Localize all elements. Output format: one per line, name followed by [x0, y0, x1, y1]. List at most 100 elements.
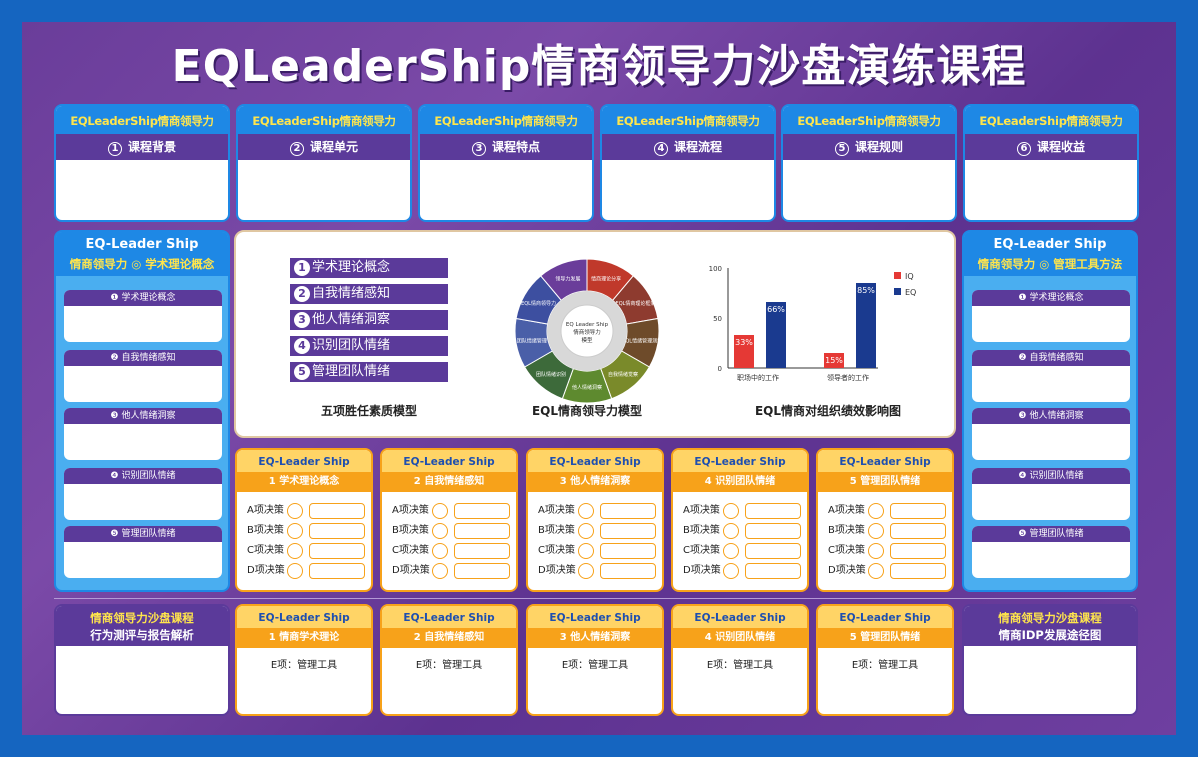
decision-input-box[interactable] [454, 523, 510, 539]
competency-label: 管理团队情绪 [312, 364, 391, 379]
divider [54, 598, 1136, 599]
decision-input-box[interactable] [890, 543, 946, 559]
wheel-center-line3: 模型 [581, 336, 593, 344]
decision-input-box[interactable] [309, 523, 365, 539]
decision-card-brand: EQ-Leader Ship [528, 450, 662, 472]
decision-row-label: B项决策 [392, 525, 429, 536]
decision-circle[interactable] [723, 503, 739, 519]
decision-circle[interactable] [432, 563, 448, 579]
decision-circle[interactable] [723, 563, 739, 579]
decision-input-box[interactable] [745, 523, 801, 539]
decision-card-number: 1 [268, 476, 276, 487]
decision-row-label: C项决策 [392, 545, 429, 556]
tool-card-label: 识别团队情绪 [715, 632, 776, 643]
decision-row-label: C项决策 [538, 545, 575, 556]
decision-card-brand: EQ-Leader Ship [673, 450, 807, 472]
decision-input-box[interactable] [890, 563, 946, 579]
decision-circle[interactable] [287, 563, 303, 579]
decision-circle[interactable] [723, 523, 739, 539]
legend-swatch [894, 288, 901, 295]
decision-circle[interactable] [578, 523, 594, 539]
decision-circle[interactable] [868, 503, 884, 519]
decision-row: A项决策 [392, 502, 510, 520]
decision-input-box[interactable] [600, 523, 656, 539]
decision-input-box[interactable] [745, 503, 801, 519]
course-card-5: EQLeaderShip情商领导力 5 课程规则 [781, 104, 957, 222]
decision-input-box[interactable] [745, 563, 801, 579]
competency-label: 识别团队情绪 [312, 338, 391, 353]
decision-circle[interactable] [287, 503, 303, 519]
tool-card-header: 5 管理团队情绪 [818, 628, 952, 648]
decision-circle[interactable] [432, 523, 448, 539]
tool-card-number: 5 [849, 632, 857, 643]
decision-row: D项决策 [247, 562, 365, 580]
competency-label: 自我情绪感知 [312, 286, 391, 301]
left-panel-title: EQ-Leader Ship [56, 232, 228, 254]
decision-input-box[interactable] [309, 503, 365, 519]
competency-number: 3 [294, 312, 310, 328]
category-label: 职场中的工作 [737, 373, 779, 382]
tool-card-label: 管理团队情绪 [860, 632, 921, 643]
course-card-header: 6 课程收益 [965, 134, 1137, 160]
decision-row-label: A项决策 [828, 505, 865, 516]
course-card-number: 5 [834, 142, 849, 156]
tool-card-4: EQ-Leader Ship 4 识别团队情绪 E项：管理工具 [671, 604, 809, 716]
decision-card-header: 2 自我情绪感知 [382, 472, 516, 492]
decision-circle[interactable] [723, 543, 739, 559]
wheel-segment-label: EQL情商理论框架 [616, 300, 656, 307]
competency-item: 1 学术理论概念 [290, 258, 448, 278]
decision-circle[interactable] [432, 503, 448, 519]
right-panel-subtitle: 情商领导力 ◎ 管理工具方法 [964, 254, 1136, 276]
decision-circle[interactable] [868, 523, 884, 539]
decision-input-box[interactable] [309, 563, 365, 579]
decision-circle[interactable] [287, 523, 303, 539]
wheel-center-line2: 情商领导力 [573, 328, 601, 336]
decision-circle[interactable] [868, 563, 884, 579]
decision-row: A项决策 [247, 502, 365, 520]
decision-card-brand: EQ-Leader Ship [818, 450, 952, 472]
decision-circle[interactable] [432, 543, 448, 559]
course-card-header: 1 课程背景 [56, 134, 228, 160]
course-card-header: 3 课程特点 [420, 134, 592, 160]
decision-card-header: 1 学术理论概念 [237, 472, 371, 492]
decision-input-box[interactable] [600, 503, 656, 519]
decision-circle[interactable] [578, 563, 594, 579]
decision-input-box[interactable] [745, 543, 801, 559]
decision-input-box[interactable] [454, 563, 510, 579]
course-card-number: 3 [471, 142, 486, 156]
decision-row-label: C项决策 [247, 545, 284, 556]
decision-row: B项决策 [538, 522, 656, 540]
decision-input-box[interactable] [454, 503, 510, 519]
competency-label: 他人情绪洞察 [312, 312, 391, 327]
decision-row: B项决策 [828, 522, 946, 540]
decision-card-header: 5 管理团队情绪 [818, 472, 952, 492]
decision-circle[interactable] [287, 543, 303, 559]
decision-input-box[interactable] [600, 563, 656, 579]
decision-circle[interactable] [578, 543, 594, 559]
decision-input-box[interactable] [890, 523, 946, 539]
wheel-segment-label: EQL情商领导力 [521, 300, 556, 307]
tool-card-3: EQ-Leader Ship 3 他人情绪洞察 E项：管理工具 [526, 604, 664, 716]
decision-row-label: A项决策 [683, 505, 720, 516]
decision-input-box[interactable] [454, 543, 510, 559]
decision-input-box[interactable] [600, 543, 656, 559]
tool-card-brand: EQ-Leader Ship [382, 606, 516, 628]
decision-circle[interactable] [578, 503, 594, 519]
decision-card-label: 他人情绪洞察 [570, 476, 631, 487]
tool-card-e-item: E项：管理工具 [561, 660, 629, 671]
tool-card-number: 1 [268, 632, 276, 643]
decision-card-label: 管理团队情绪 [860, 476, 921, 487]
decision-circle[interactable] [868, 543, 884, 559]
decision-row-label: B项决策 [538, 525, 575, 536]
decision-row: A项决策 [828, 502, 946, 520]
panel-item-label: ❺ 管理团队情绪 [64, 526, 222, 542]
tool-card-brand: EQ-Leader Ship [237, 606, 371, 628]
competency-number: 5 [294, 364, 310, 380]
wheel-segment-label: 团队情绪识别 [536, 371, 566, 378]
tool-card-header: 1 情商学术理论 [237, 628, 371, 648]
course-card-label: 课程流程 [673, 140, 722, 154]
decision-input-box[interactable] [890, 503, 946, 519]
panel-item-label: ❸ 他人情绪洞察 [64, 408, 222, 424]
course-card-header: 5 课程规则 [783, 134, 955, 160]
decision-input-box[interactable] [309, 543, 365, 559]
